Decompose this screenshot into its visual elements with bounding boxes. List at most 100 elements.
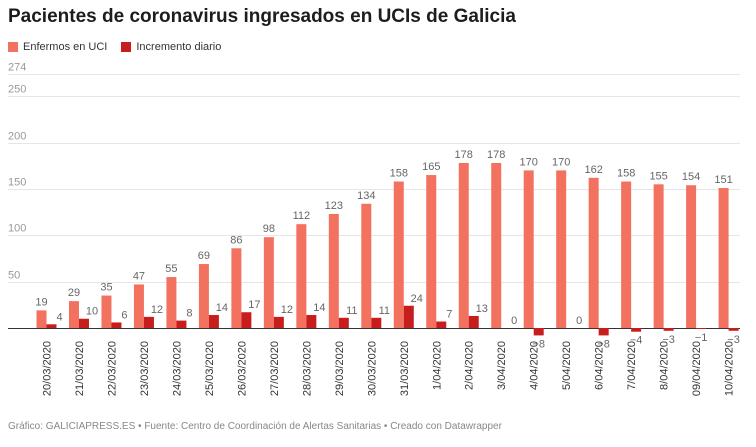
bar-incremento [598,328,609,336]
x-tick-label: 10/04/2020 [724,341,736,396]
x-tick-label: 4/04/2020 [529,341,541,390]
data-label-incremento: −4 [630,335,643,347]
bar-enfermos [101,295,112,328]
data-label-enfermos: 165 [422,161,440,173]
bar-incremento [468,315,479,328]
data-label-incremento: −3 [662,334,675,346]
data-label-incremento: 24 [411,293,423,305]
y-tick-label: 100 [8,223,26,235]
data-label-incremento: 0 [511,315,517,327]
bar-enfermos [36,310,47,328]
bar-enfermos [523,170,534,328]
x-tick-label: 8/04/2020 [659,341,671,390]
bar-incremento [436,321,447,328]
bar-enfermos [718,188,729,328]
legend-item-incremento: Incremento diario [121,41,221,53]
x-tick-label: 22/03/2020 [106,341,118,396]
chart-title: Pacientes de coronavirus ingresados en U… [8,6,516,27]
data-label-incremento: 0 [576,315,582,327]
y-tick-label: 200 [8,131,26,143]
data-label-incremento: 14 [313,302,325,314]
data-label-incremento: 4 [56,311,62,323]
data-label-enfermos: 151 [714,174,732,186]
data-label-incremento: 8 [186,308,192,320]
y-tick-label: 274 [8,62,26,74]
data-label-enfermos: 47 [133,270,145,282]
bar-enfermos [393,181,404,328]
data-label-enfermos: 112 [293,210,311,222]
data-label-enfermos: 123 [325,200,343,212]
bar-incremento [631,328,642,332]
x-tick-label: 2/04/2020 [464,341,476,390]
bar-enfermos [198,264,209,328]
chart-legend: Enfermos en UCI Incremento diario [8,41,235,53]
bar-enfermos [263,237,274,328]
bar-incremento [696,328,707,329]
data-label-enfermos: 158 [390,168,408,180]
data-label-enfermos: 98 [263,223,275,235]
bar-incremento [208,315,219,328]
data-label-enfermos: 155 [649,170,667,182]
x-tick-label: 23/03/2020 [139,341,151,396]
data-label-enfermos: 158 [617,168,635,180]
chart-footer: Gráfico: GALICIAPRESS.ES • Fuente: Centr… [8,421,502,432]
data-label-incremento: 12 [151,304,163,316]
bar-incremento [533,328,544,336]
data-label-incremento: 10 [86,306,98,318]
data-label-enfermos: 154 [682,171,700,183]
bar-enfermos [231,248,242,328]
bar-enfermos [166,277,177,328]
data-label-incremento: 13 [476,303,488,315]
data-label-incremento: 11 [379,305,390,317]
bar-enfermos [296,224,307,328]
data-label-enfermos: 134 [357,190,375,202]
bar-incremento [403,305,414,328]
x-tick-label: 1/04/2020 [431,341,443,390]
data-label-enfermos: 35 [100,282,112,294]
legend-item-enfermos: Enfermos en UCI [8,41,107,53]
bar-enfermos [588,177,599,328]
x-tick-label: 21/03/2020 [74,341,86,396]
bar-incremento [176,320,187,328]
y-tick-label: 250 [8,84,26,96]
data-label-incremento: 17 [248,299,260,311]
x-tick-label: 09/04/2020 [691,341,703,396]
grid-layer [8,74,740,329]
bar-enfermos [328,213,339,328]
x-tick-label: 3/04/2020 [496,341,508,390]
bar-incremento [338,317,349,328]
legend-swatch-incremento [121,42,132,52]
bar-enfermos [686,185,697,328]
legend-label-enfermos: Enfermos en UCI [23,41,108,53]
label-layer: 50 100 150 200 250 274 19 4 20/03/2020 29 10 21/03/… [8,62,740,397]
source-note: Gráfico: GALICIAPRESS.ES • Fuente: Centr… [8,421,502,432]
bar-layer [36,162,739,336]
bar-incremento [306,315,317,328]
x-tick-label: 30/03/2020 [366,341,378,396]
data-label-enfermos: 69 [198,250,210,262]
bar-incremento [273,316,284,328]
data-label-incremento: −8 [597,338,610,350]
bar-incremento [728,328,739,331]
x-tick-label: 7/04/2020 [626,341,638,390]
bar-enfermos [491,162,502,328]
bar-incremento [371,317,382,328]
bar-incremento [663,328,674,331]
y-tick-label: 50 [8,270,20,282]
x-tick-label: 25/03/2020 [204,341,216,396]
data-label-incremento: 6 [121,309,127,321]
bar-enfermos [621,181,632,328]
data-label-enfermos: 19 [35,296,47,308]
x-tick-label: 24/03/2020 [171,341,183,396]
data-label-enfermos: 170 [552,156,570,168]
data-label-incremento: 12 [281,304,293,316]
bar-enfermos [68,301,79,328]
bar-enfermos [426,175,437,328]
data-label-incremento: −8 [532,338,545,350]
bar-incremento [78,318,89,328]
legend-label-incremento: Incremento diario [136,41,222,53]
bar-incremento [111,322,122,328]
data-label-incremento: −3 [727,334,740,346]
data-label-enfermos: 170 [520,156,538,168]
